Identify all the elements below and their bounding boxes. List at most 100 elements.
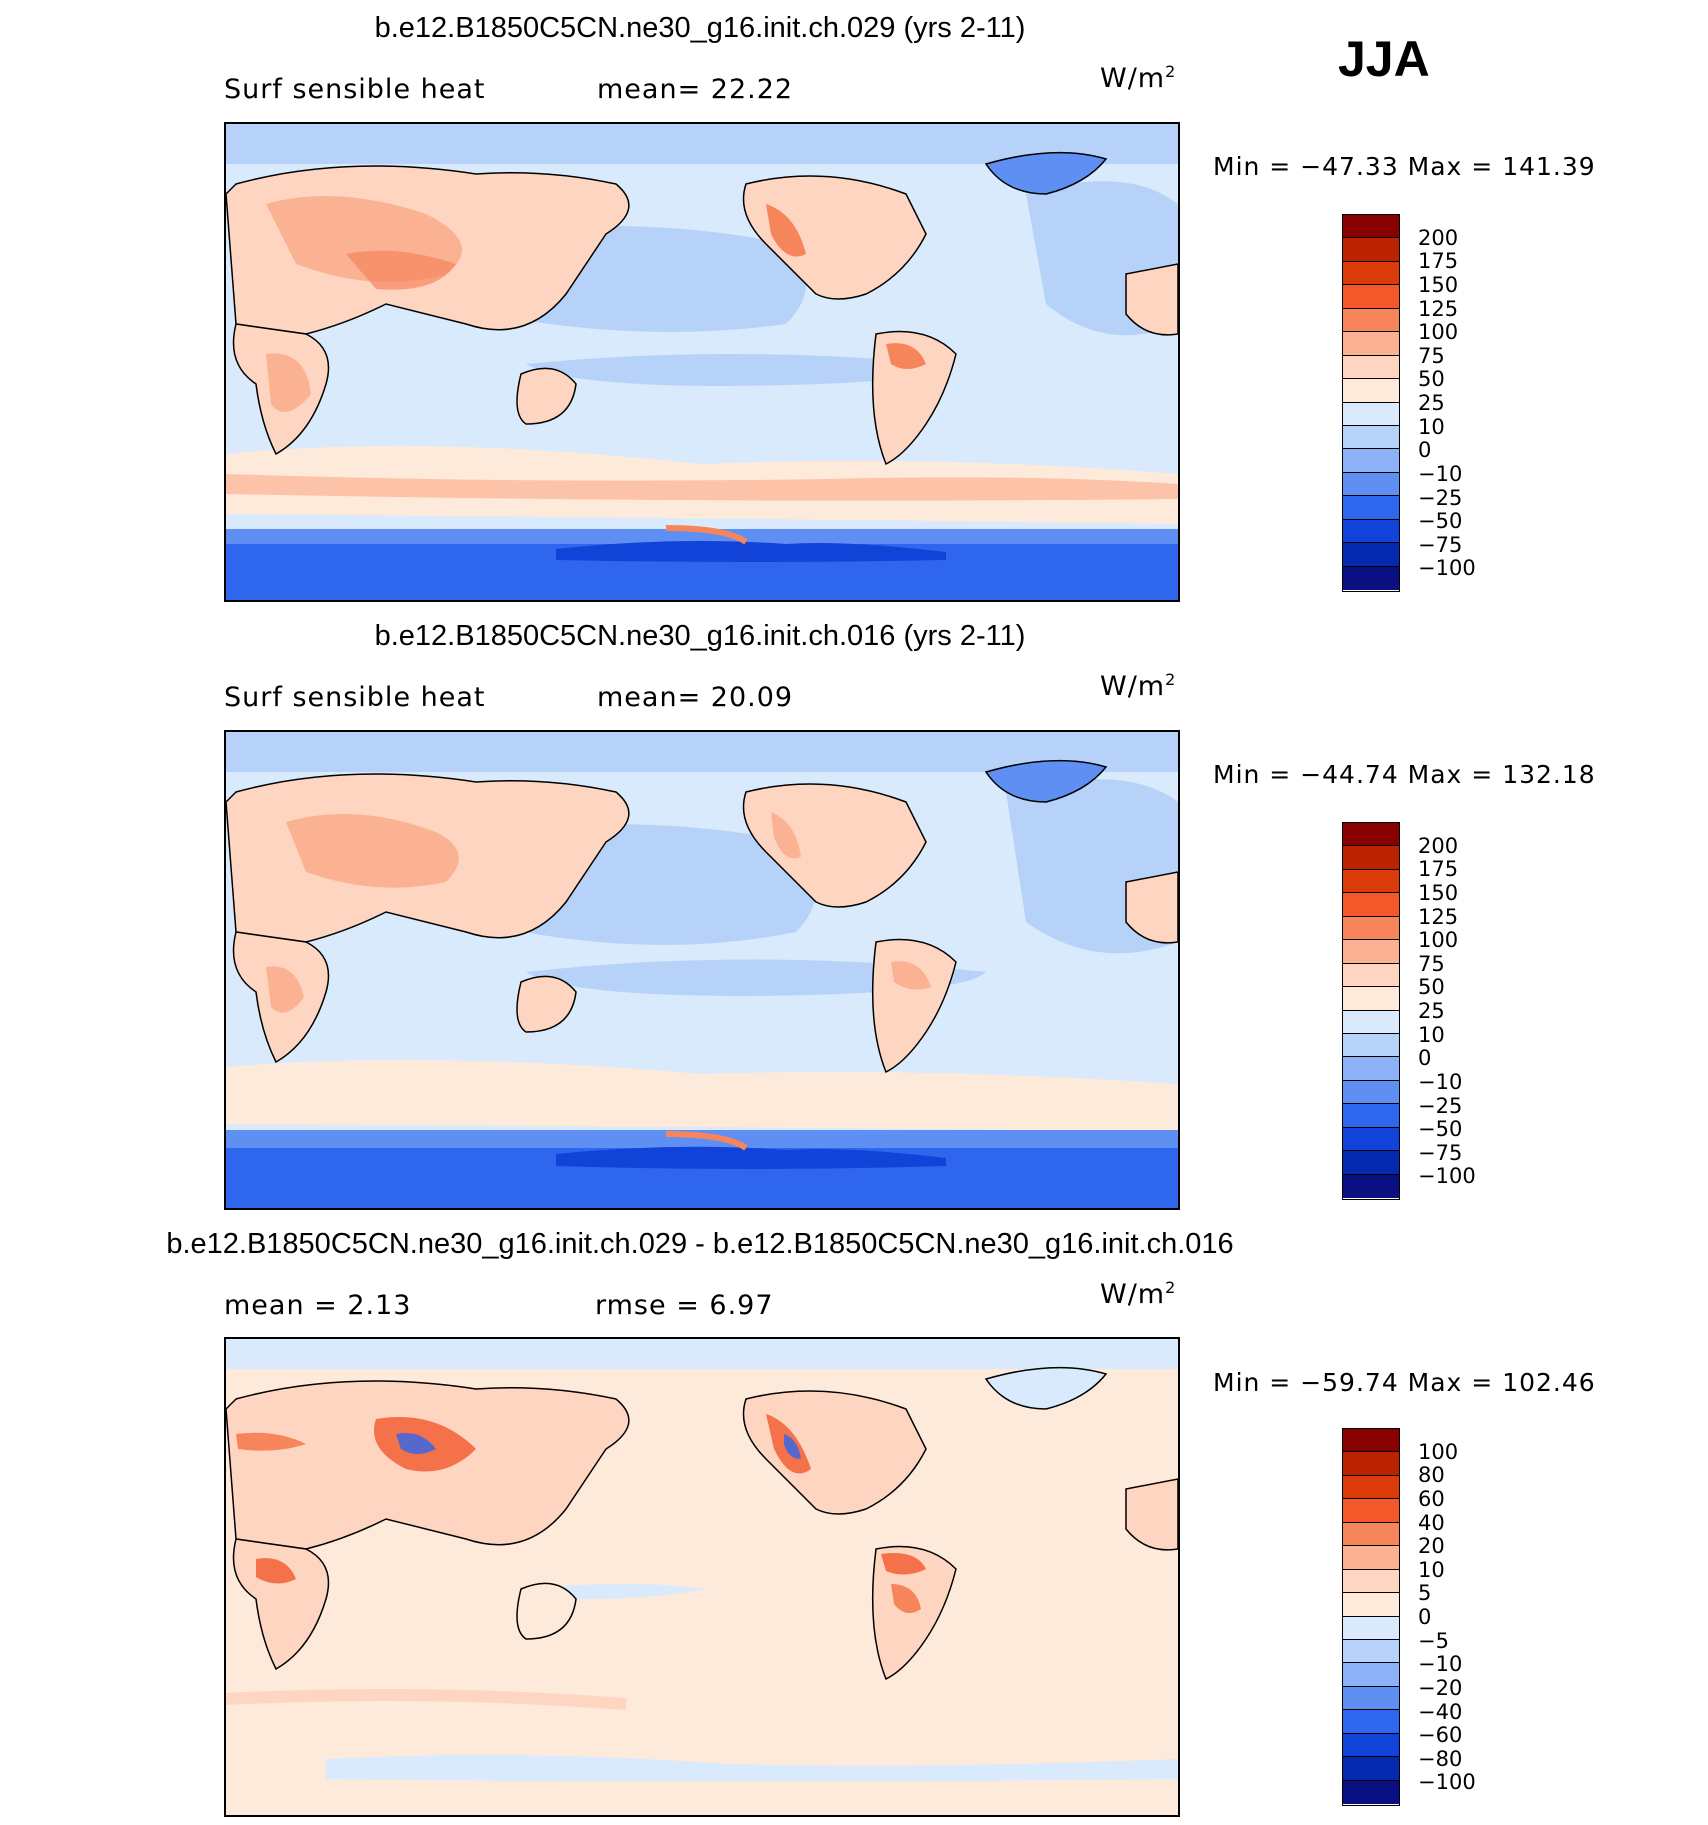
colorbar-swatch <box>1343 1522 1399 1547</box>
panel-2-mean-label: mean= 20.09 <box>597 682 794 713</box>
panel-1-title: b.e12.B1850C5CN.ne30_g16.init.ch.029 (yr… <box>374 12 1026 44</box>
colorbar-swatch <box>1343 472 1399 497</box>
colorbar-swatch <box>1343 1663 1399 1687</box>
colorbar-swatch <box>1343 916 1399 941</box>
panel-3-colorbar-tick: 100 <box>1418 1439 1459 1464</box>
colorbar-swatch <box>1343 1010 1399 1034</box>
panel-3-colorbar-tick: 20 <box>1418 1534 1445 1559</box>
panel-1-colorbar-tick: −75 <box>1418 532 1463 557</box>
panel-2-colorbar-tick: 25 <box>1418 999 1445 1023</box>
colorbar-swatch <box>1343 1710 1399 1734</box>
panel-2-colorbar-tick: −50 <box>1418 1117 1463 1142</box>
panel-1-minmax: Min = −47.33 Max = 141.39 <box>1213 152 1596 181</box>
panel-1-colorbar-tick: 10 <box>1418 414 1445 439</box>
panel-3-colorbar-tick: −10 <box>1418 1652 1463 1677</box>
panel-2-colorbar-tick: −10 <box>1418 1069 1463 1094</box>
panel-2-colorbar-tick: 50 <box>1418 975 1445 1000</box>
panel-1-colorbar-tick: 150 <box>1418 272 1459 297</box>
colorbar-swatch <box>1343 1499 1399 1523</box>
panel-2-map-field <box>226 732 1178 1208</box>
colorbar-swatch <box>1343 543 1399 567</box>
panel-2-variable-label: Surf sensible heat <box>224 682 486 713</box>
panel-3-colorbar-tick: −5 <box>1418 1628 1449 1653</box>
colorbar-swatch <box>1343 1080 1399 1105</box>
panel-2-colorbar-tick: −75 <box>1418 1140 1463 1165</box>
panel-1-mean-label: mean= 22.22 <box>597 74 794 105</box>
colorbar-swatch <box>1343 332 1399 356</box>
panel-2-colorbar-tick: 75 <box>1418 951 1445 976</box>
panel-3-colorbar <box>1342 1428 1400 1806</box>
colorbar-swatch <box>1343 238 1399 262</box>
panel-2-colorbar-tick: 200 <box>1418 833 1459 858</box>
panel-2-units: W/m2 <box>1100 670 1177 702</box>
panel-1-colorbar-tick: 125 <box>1418 296 1459 321</box>
panel-3-colorbar-tick: 60 <box>1418 1486 1445 1511</box>
panel-1-variable-label: Surf sensible heat <box>224 74 486 105</box>
colorbar-swatch <box>1343 1546 1399 1570</box>
season-label: JJA <box>1338 31 1430 87</box>
colorbar-swatch <box>1343 425 1399 450</box>
colorbar-swatch <box>1343 1151 1399 1175</box>
colorbar-swatch <box>1343 355 1399 380</box>
colorbar-swatch <box>1343 496 1399 520</box>
panel-3-units: W/m2 <box>1100 1278 1177 1310</box>
colorbar-swatch <box>1343 1780 1399 1804</box>
panel-3-colorbar-tick: 40 <box>1418 1510 1445 1535</box>
colorbar-swatch <box>1343 1057 1399 1081</box>
panel-3-title: b.e12.B1850C5CN.ne30_g16.init.ch.029 - b… <box>166 1228 1234 1260</box>
colorbar-swatch <box>1343 1429 1399 1453</box>
colorbar-swatch <box>1343 402 1399 426</box>
colorbar-swatch <box>1343 987 1399 1011</box>
panel-2-map <box>224 730 1180 1210</box>
panel-1-colorbar-tick: −10 <box>1418 461 1463 486</box>
panel-2-colorbar-tick: 150 <box>1418 880 1459 905</box>
colorbar-swatch <box>1343 1733 1399 1758</box>
panel-2-colorbar-tick: −100 <box>1418 1164 1476 1189</box>
colorbar-swatch <box>1343 1569 1399 1594</box>
panel-1-colorbar-tick: 200 <box>1418 225 1459 250</box>
panel-1-colorbar-tick: −50 <box>1418 509 1463 534</box>
colorbar-swatch <box>1343 893 1399 917</box>
colorbar-swatch <box>1343 308 1399 333</box>
panel-2-title: b.e12.B1850C5CN.ne30_g16.init.ch.016 (yr… <box>374 620 1026 652</box>
colorbar-swatch <box>1343 823 1399 847</box>
panel-3-mean-label: mean = 2.13 <box>224 1290 412 1321</box>
colorbar-swatch <box>1343 1593 1399 1617</box>
colorbar-swatch <box>1343 261 1399 286</box>
panel-1-units: W/m2 <box>1100 62 1177 94</box>
colorbar-swatch <box>1343 1033 1399 1058</box>
colorbar-swatch <box>1343 1452 1399 1476</box>
panel-3-colorbar-tick: −100 <box>1418 1770 1476 1795</box>
panel-2-minmax: Min = −44.74 Max = 132.18 <box>1213 760 1596 789</box>
colorbar-swatch <box>1343 940 1399 964</box>
colorbar-swatch <box>1343 1174 1399 1198</box>
panel-1-colorbar-tick: 100 <box>1418 320 1459 345</box>
panel-3-minmax: Min = −59.74 Max = 102.46 <box>1213 1368 1596 1397</box>
panel-1-map-field <box>226 124 1178 600</box>
panel-2-colorbar-tick: 0 <box>1418 1046 1432 1071</box>
colorbar-swatch <box>1343 846 1399 870</box>
panel-1-colorbar <box>1342 214 1400 592</box>
colorbar-swatch <box>1343 1127 1399 1152</box>
panel-2-colorbar-tick: 125 <box>1418 904 1459 929</box>
colorbar-swatch <box>1343 1475 1399 1500</box>
colorbar-swatch <box>1343 963 1399 988</box>
colorbar-swatch <box>1343 1616 1399 1640</box>
panel-1-colorbar-tick: −100 <box>1418 556 1476 581</box>
panel-3-map <box>224 1337 1180 1817</box>
panel-1-colorbar-tick: −25 <box>1418 485 1463 510</box>
panel-2-colorbar-tick: 10 <box>1418 1022 1445 1047</box>
panel-3-colorbar-tick: 5 <box>1418 1581 1432 1606</box>
panel-2-colorbar-tick: −25 <box>1418 1093 1463 1118</box>
panel-1-colorbar-tick: 25 <box>1418 391 1445 415</box>
panel-3-colorbar-tick: −20 <box>1418 1675 1463 1700</box>
panel-1-colorbar-tick: 50 <box>1418 367 1445 392</box>
panel-3-map-field <box>226 1339 1178 1815</box>
colorbar-swatch <box>1343 379 1399 403</box>
colorbar-swatch <box>1343 1104 1399 1128</box>
panel-1-colorbar-tick: 75 <box>1418 343 1445 368</box>
colorbar-swatch <box>1343 449 1399 473</box>
panel-3-colorbar-tick: 0 <box>1418 1605 1432 1629</box>
colorbar-swatch <box>1343 215 1399 239</box>
panel-2-colorbar <box>1342 822 1400 1200</box>
